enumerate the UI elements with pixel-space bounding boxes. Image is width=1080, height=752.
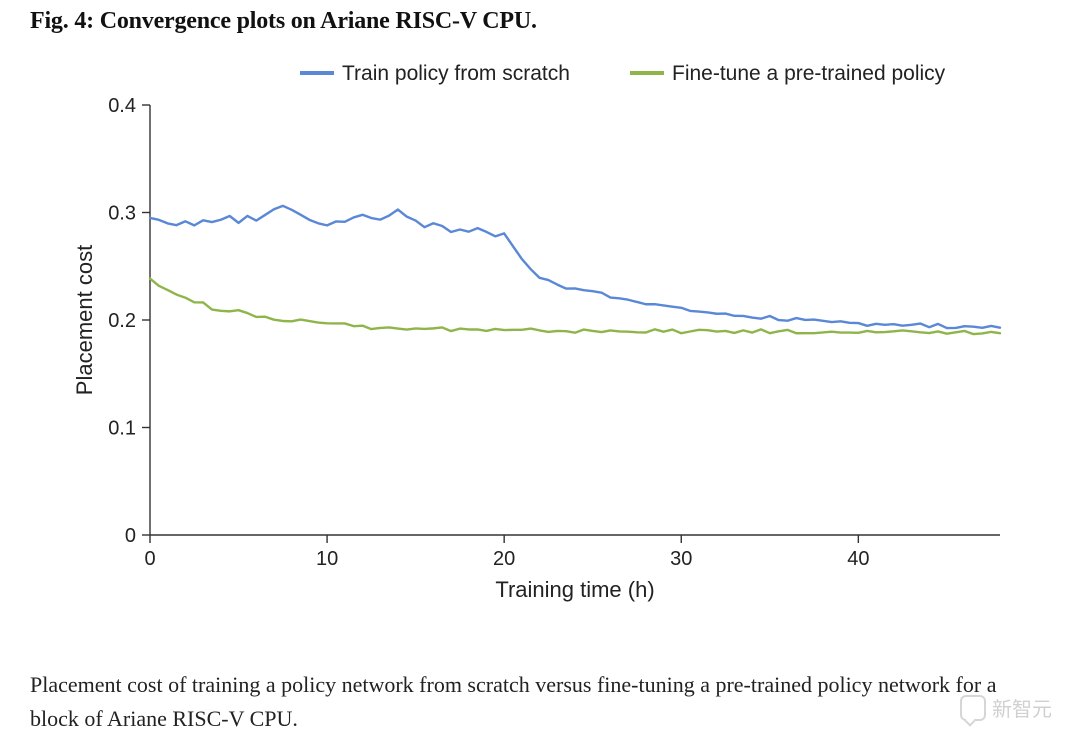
svg-text:0.2: 0.2: [108, 310, 136, 332]
chart-svg: 0 0.1 0.2 0.3 0.4 0 10 20 30 40 Training time (h) P…: [70, 55, 1020, 615]
svg-text:0: 0: [144, 548, 155, 570]
svg-text:40: 40: [847, 548, 869, 570]
svg-text:0: 0: [125, 525, 136, 547]
watermark-text: 新智元: [992, 693, 1052, 722]
svg-text:10: 10: [316, 548, 338, 570]
svg-text:0.4: 0.4: [108, 95, 136, 117]
svg-text:Train policy from scratch: Train policy from scratch: [342, 62, 570, 85]
convergence-chart: 0 0.1 0.2 0.3 0.4 0 10 20 30 40 Training time (h) P…: [70, 55, 1020, 615]
svg-text:30: 30: [670, 548, 692, 570]
svg-text:0.3: 0.3: [108, 203, 136, 225]
svg-text:Fine-tune a pre-trained policy: Fine-tune a pre-trained policy: [672, 62, 946, 85]
figure-title: Fig. 4: Convergence plots on Ariane RISC…: [30, 8, 537, 35]
chat-bubble-icon: [960, 695, 986, 721]
figure-page: Fig. 4: Convergence plots on Ariane RISC…: [0, 0, 1080, 752]
svg-text:Training time (h): Training time (h): [495, 577, 654, 602]
watermark: 新智元: [960, 693, 1052, 722]
svg-text:20: 20: [493, 548, 515, 570]
svg-text:0.1: 0.1: [108, 418, 136, 440]
svg-text:Placement cost: Placement cost: [72, 245, 97, 395]
figure-caption: Placement cost of training a policy netw…: [30, 668, 1050, 736]
